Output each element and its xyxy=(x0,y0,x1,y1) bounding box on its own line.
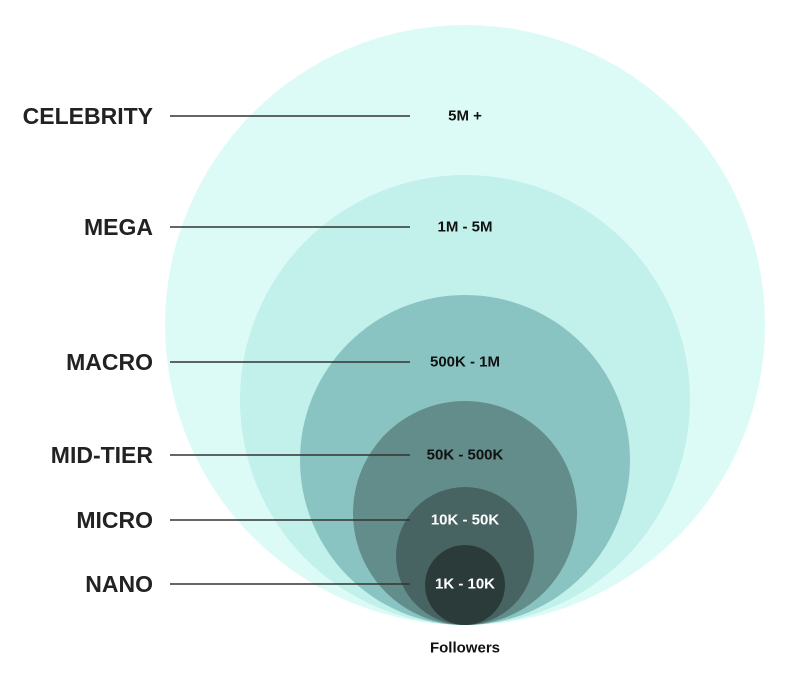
followers-label: Followers xyxy=(430,640,500,657)
range-label-mid-tier: 50K - 500K xyxy=(427,447,504,464)
range-label-nano: 1K - 10K xyxy=(435,576,495,593)
range-label-celebrity: 5M + xyxy=(448,108,482,125)
tier-circles xyxy=(165,25,765,625)
range-label-mega: 1M - 5M xyxy=(437,219,492,236)
tier-label-nano: NANO xyxy=(85,571,153,597)
tier-label-celebrity: CELEBRITY xyxy=(23,103,153,129)
leader-lines xyxy=(170,115,410,585)
tier-label-macro: MACRO xyxy=(66,349,153,375)
range-labels: 5M + 1M - 5M 500K - 1M 50K - 500K 10K - … xyxy=(427,108,504,593)
tier-labels: CELEBRITY MEGA MACRO MID-TIER MICRO NANO xyxy=(23,103,154,597)
tier-label-micro: MICRO xyxy=(76,507,153,533)
circle-nano xyxy=(425,545,505,625)
range-label-micro: 10K - 50K xyxy=(431,512,500,529)
range-label-macro: 500K - 1M xyxy=(430,354,500,371)
tier-label-mid-tier: MID-TIER xyxy=(51,442,154,468)
tier-label-mega: MEGA xyxy=(84,214,153,240)
